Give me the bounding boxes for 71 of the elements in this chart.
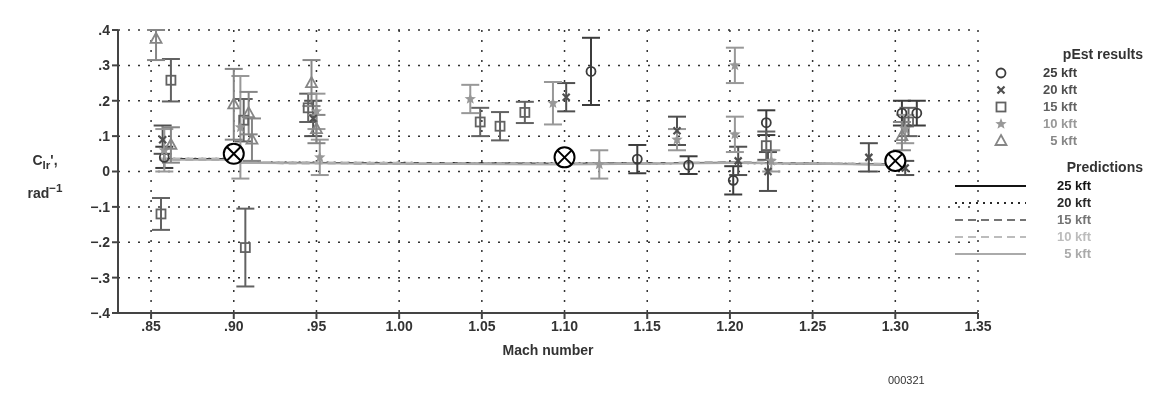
y-tick-label: .1: [98, 128, 111, 145]
y-tick-label: .3: [98, 57, 111, 74]
point: [227, 97, 241, 110]
point: [895, 129, 909, 142]
x-tick-label: 1.15: [633, 317, 662, 334]
x-tick-label: 1.35: [964, 317, 992, 334]
text: 20 kft: [1056, 195, 1091, 210]
point: [561, 92, 571, 102]
text: C$_{lr}$', rad$^{−1}$: [27, 152, 63, 202]
x-tick-label: .85: [141, 317, 162, 334]
point: [310, 105, 323, 117]
y-tick-label: .2: [98, 92, 111, 109]
point: [760, 140, 772, 152]
point: [158, 135, 168, 145]
x-tick-label: .95: [306, 317, 327, 334]
text: Predictions: [1065, 159, 1143, 175]
text: 25 kft: [1042, 65, 1077, 80]
point: [305, 76, 318, 88]
point: [308, 113, 318, 124]
text: 15 kft: [1042, 99, 1077, 114]
point: [494, 120, 506, 132]
y-tick-label: −.2: [90, 234, 111, 251]
point: [903, 116, 914, 128]
text: 000321: [888, 374, 925, 386]
x-tick-label: 1.00: [385, 317, 413, 334]
text: 5 kft: [1049, 133, 1077, 148]
point: [302, 102, 314, 114]
text: 20 kft: [1042, 82, 1077, 97]
point: [242, 106, 256, 119]
x-axis-title: Mach number: [502, 342, 595, 358]
point: [896, 107, 908, 119]
point: [672, 126, 682, 136]
point: [585, 65, 597, 77]
point: [900, 163, 910, 173]
x-tick-label: 1.20: [716, 317, 744, 334]
x-tick-label: 1.05: [468, 317, 496, 334]
point: [864, 152, 874, 162]
x-tick-label: 1.25: [798, 317, 827, 334]
x-tick-label: 1.30: [881, 317, 910, 334]
point: [155, 208, 167, 220]
point: [683, 159, 694, 171]
point: [911, 107, 923, 119]
point: [733, 156, 743, 166]
point: [519, 107, 531, 118]
point: [763, 166, 773, 177]
point: [164, 138, 178, 150]
x-tick-label: .90: [224, 317, 244, 334]
y-tick-label: −.3: [90, 269, 111, 286]
point: [238, 114, 250, 126]
point: [727, 174, 739, 186]
point: [314, 151, 326, 163]
point: [165, 74, 177, 86]
point: [310, 122, 323, 134]
x-tick-label: 1.10: [550, 317, 579, 334]
text: 10 kft: [1056, 229, 1091, 244]
y-tick-label: −.1: [90, 198, 111, 215]
point: [158, 151, 170, 163]
text: 15 kft: [1056, 212, 1091, 227]
point: [234, 121, 247, 133]
legend-title: pEst results: [1061, 46, 1143, 62]
point: [239, 242, 251, 253]
point: [760, 117, 772, 129]
point: [631, 153, 643, 165]
y-tick-label: .4: [98, 21, 111, 38]
point: [149, 31, 163, 44]
point: [474, 116, 486, 128]
y-tick-label: −.4: [90, 304, 111, 321]
text: 10 kft: [1042, 116, 1077, 131]
text: 5 kft: [1063, 246, 1091, 261]
text: 25 kft: [1056, 178, 1091, 193]
y-tick-label: 0: [102, 163, 111, 180]
